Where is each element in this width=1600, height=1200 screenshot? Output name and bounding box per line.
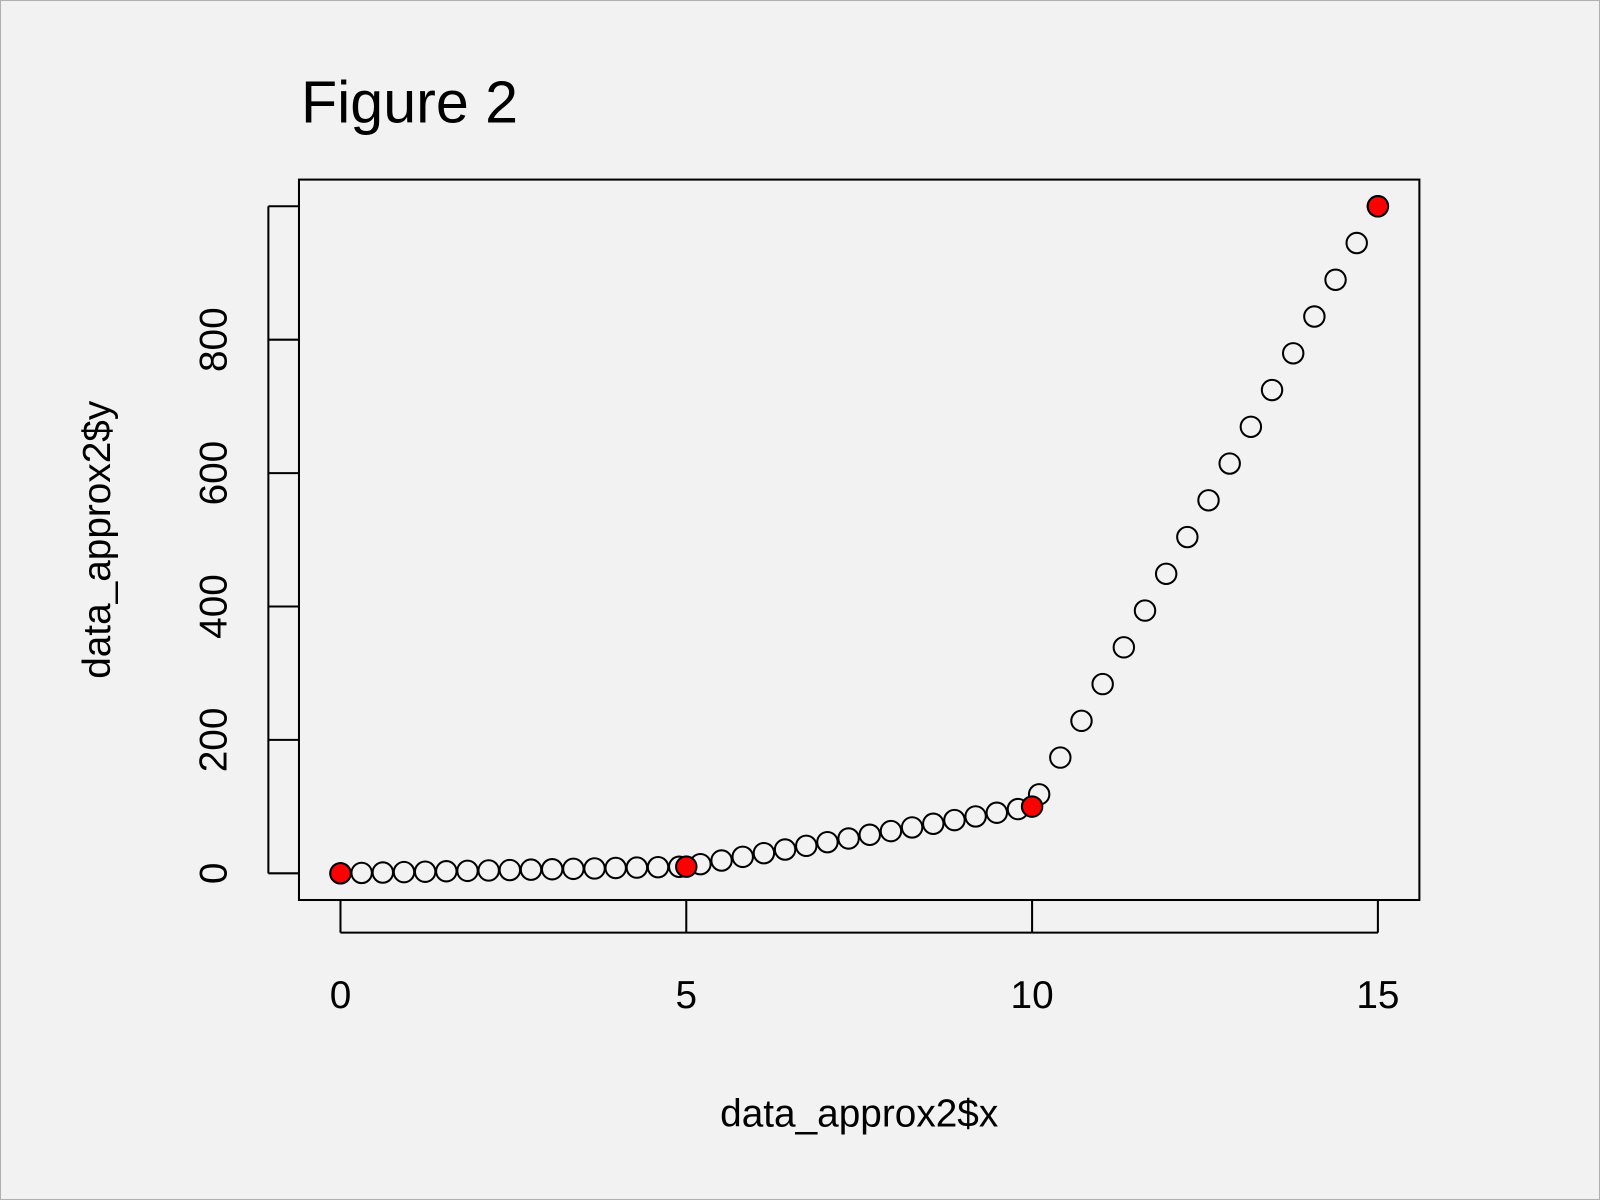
point	[1176, 525, 1199, 549]
point	[879, 819, 903, 843]
point	[900, 816, 924, 839]
y-tick-label: 600	[193, 441, 236, 506]
chart-title: Figure 2	[301, 68, 518, 135]
point	[1239, 415, 1263, 439]
point	[816, 830, 839, 854]
point	[858, 823, 881, 846]
point	[1303, 305, 1326, 328]
x-axis-label: data_approx2$x	[720, 1093, 998, 1136]
point	[710, 849, 733, 872]
y-tick-label: 800	[193, 307, 236, 372]
x-tick-label: 0	[330, 974, 352, 1017]
point	[1070, 709, 1093, 733]
y-axis-label: data_approx2$y	[76, 400, 119, 679]
point	[985, 801, 1009, 824]
y-tick-label: 200	[193, 708, 236, 773]
point	[1345, 231, 1368, 255]
point	[1154, 562, 1178, 586]
point	[1260, 378, 1284, 402]
point	[731, 845, 754, 869]
y-tick-label: 0	[193, 863, 236, 885]
point	[837, 827, 860, 850]
x-tick-label: 10	[1011, 974, 1054, 1017]
point	[1020, 795, 1044, 818]
point	[1112, 636, 1136, 659]
point	[675, 855, 698, 878]
point	[1197, 489, 1220, 512]
plot-box	[297, 178, 1421, 902]
point	[1281, 342, 1305, 365]
point	[943, 808, 966, 832]
point	[1133, 599, 1157, 622]
point	[922, 812, 945, 835]
point	[773, 838, 797, 861]
point	[1091, 672, 1114, 696]
point	[329, 862, 352, 885]
point	[752, 841, 776, 865]
point	[1366, 195, 1390, 218]
y-tick-label: 400	[193, 574, 236, 639]
point	[1324, 268, 1347, 292]
point	[1049, 746, 1072, 769]
x-tick-label: 5	[675, 974, 697, 1017]
point	[964, 805, 987, 828]
x-tick-label: 15	[1356, 974, 1399, 1017]
point	[795, 834, 818, 858]
point	[1218, 452, 1241, 475]
